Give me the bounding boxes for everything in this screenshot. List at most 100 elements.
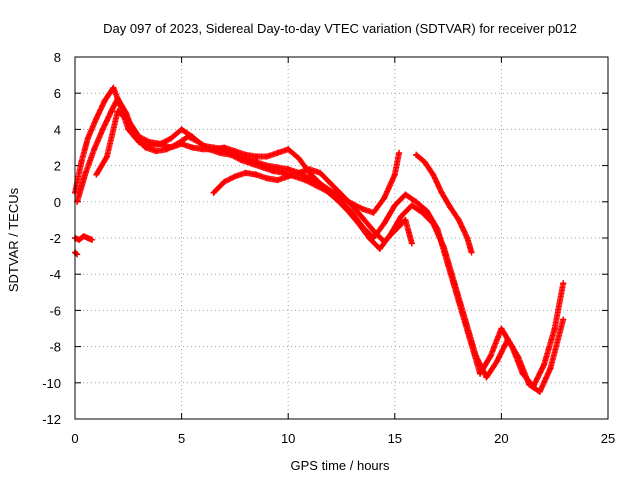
data-point (263, 175, 270, 182)
data-point (142, 144, 149, 151)
data-point (487, 352, 494, 359)
data-point (93, 171, 100, 178)
data-point (391, 202, 398, 209)
data-point (285, 173, 292, 180)
data-point (295, 155, 302, 162)
data-point (302, 177, 309, 184)
y-tick-label: 0 (54, 195, 61, 210)
data-point (560, 316, 567, 323)
data-point (306, 166, 313, 173)
data-point (317, 180, 324, 187)
y-tick-label: 2 (54, 159, 61, 174)
data-point (376, 245, 383, 252)
data-point (462, 316, 469, 323)
data-point (430, 220, 437, 227)
data-point (370, 227, 377, 234)
y-tick-label: -4 (49, 267, 61, 282)
data-point (541, 361, 548, 368)
data-point (396, 149, 403, 156)
data-point (248, 160, 255, 167)
data-point (468, 249, 475, 256)
series-track-4 (210, 166, 415, 247)
data-point (447, 204, 454, 211)
data-point (178, 126, 185, 133)
data-point (440, 244, 447, 251)
y-axis-label: SDTVAR / TECUs (6, 187, 21, 292)
data-point (238, 157, 245, 164)
data-point (253, 153, 260, 160)
x-tick-label: 25 (601, 431, 615, 446)
y-tick-label: 4 (54, 122, 61, 137)
data-point (274, 149, 281, 156)
data-point (210, 146, 217, 153)
data-point (80, 233, 87, 240)
x-tick-label: 10 (281, 431, 295, 446)
chart-title: Day 097 of 2023, Sidereal Day-to-day VTE… (103, 21, 577, 36)
data-point (108, 108, 115, 115)
data-point (167, 135, 174, 142)
series-track-5 (413, 151, 475, 256)
data-point (438, 189, 445, 196)
data-point (451, 280, 458, 287)
data-point (483, 374, 490, 381)
data-point (381, 220, 388, 227)
data-point (270, 168, 277, 175)
y-tick-label: 6 (54, 86, 61, 101)
data-point (114, 95, 121, 102)
data-point (189, 144, 196, 151)
data-point (253, 171, 260, 178)
data-point (135, 133, 142, 140)
y-tick-label: -6 (49, 303, 61, 318)
data-point (472, 352, 479, 359)
data-point (125, 117, 132, 124)
data-point (123, 110, 130, 117)
data-point (274, 177, 281, 184)
data-point (210, 189, 217, 196)
x-tick-label: 15 (388, 431, 402, 446)
data-point (295, 169, 302, 176)
y-tick-label: -8 (49, 340, 61, 355)
data-point (419, 209, 426, 216)
data-point (157, 140, 164, 147)
data-point (317, 169, 324, 176)
data-point (242, 169, 249, 176)
data-point (498, 325, 505, 332)
data-point (504, 336, 511, 343)
data-point (381, 238, 388, 245)
data-point (195, 139, 202, 146)
data-point (391, 171, 398, 178)
data-point (184, 133, 191, 140)
data-point (349, 202, 356, 209)
data-point (82, 169, 89, 176)
data-point (327, 187, 334, 194)
data-point (221, 178, 228, 185)
y-tick-label: 8 (54, 50, 61, 65)
series-track-3 (93, 108, 403, 216)
data-point (455, 216, 462, 223)
data-point (178, 140, 185, 147)
data-point (421, 158, 428, 165)
data-point (84, 235, 91, 241)
data-point (99, 126, 106, 133)
data-point (402, 191, 409, 198)
data-point (327, 180, 334, 187)
data-point (398, 213, 405, 220)
data-point (110, 84, 117, 91)
data-point (413, 198, 420, 205)
data-point (312, 182, 319, 189)
data-point (263, 153, 270, 160)
data-point (560, 280, 567, 287)
data-point (334, 196, 341, 203)
data-series (72, 84, 567, 395)
data-point (536, 388, 543, 395)
data-point (231, 148, 238, 155)
data-point (242, 151, 249, 158)
plot-frame (74, 56, 609, 420)
data-point (366, 235, 373, 241)
data-point (338, 191, 345, 198)
data-point (146, 139, 153, 146)
data-point (408, 240, 415, 247)
data-point (408, 202, 415, 209)
data-point (259, 164, 266, 171)
data-point (84, 135, 91, 142)
